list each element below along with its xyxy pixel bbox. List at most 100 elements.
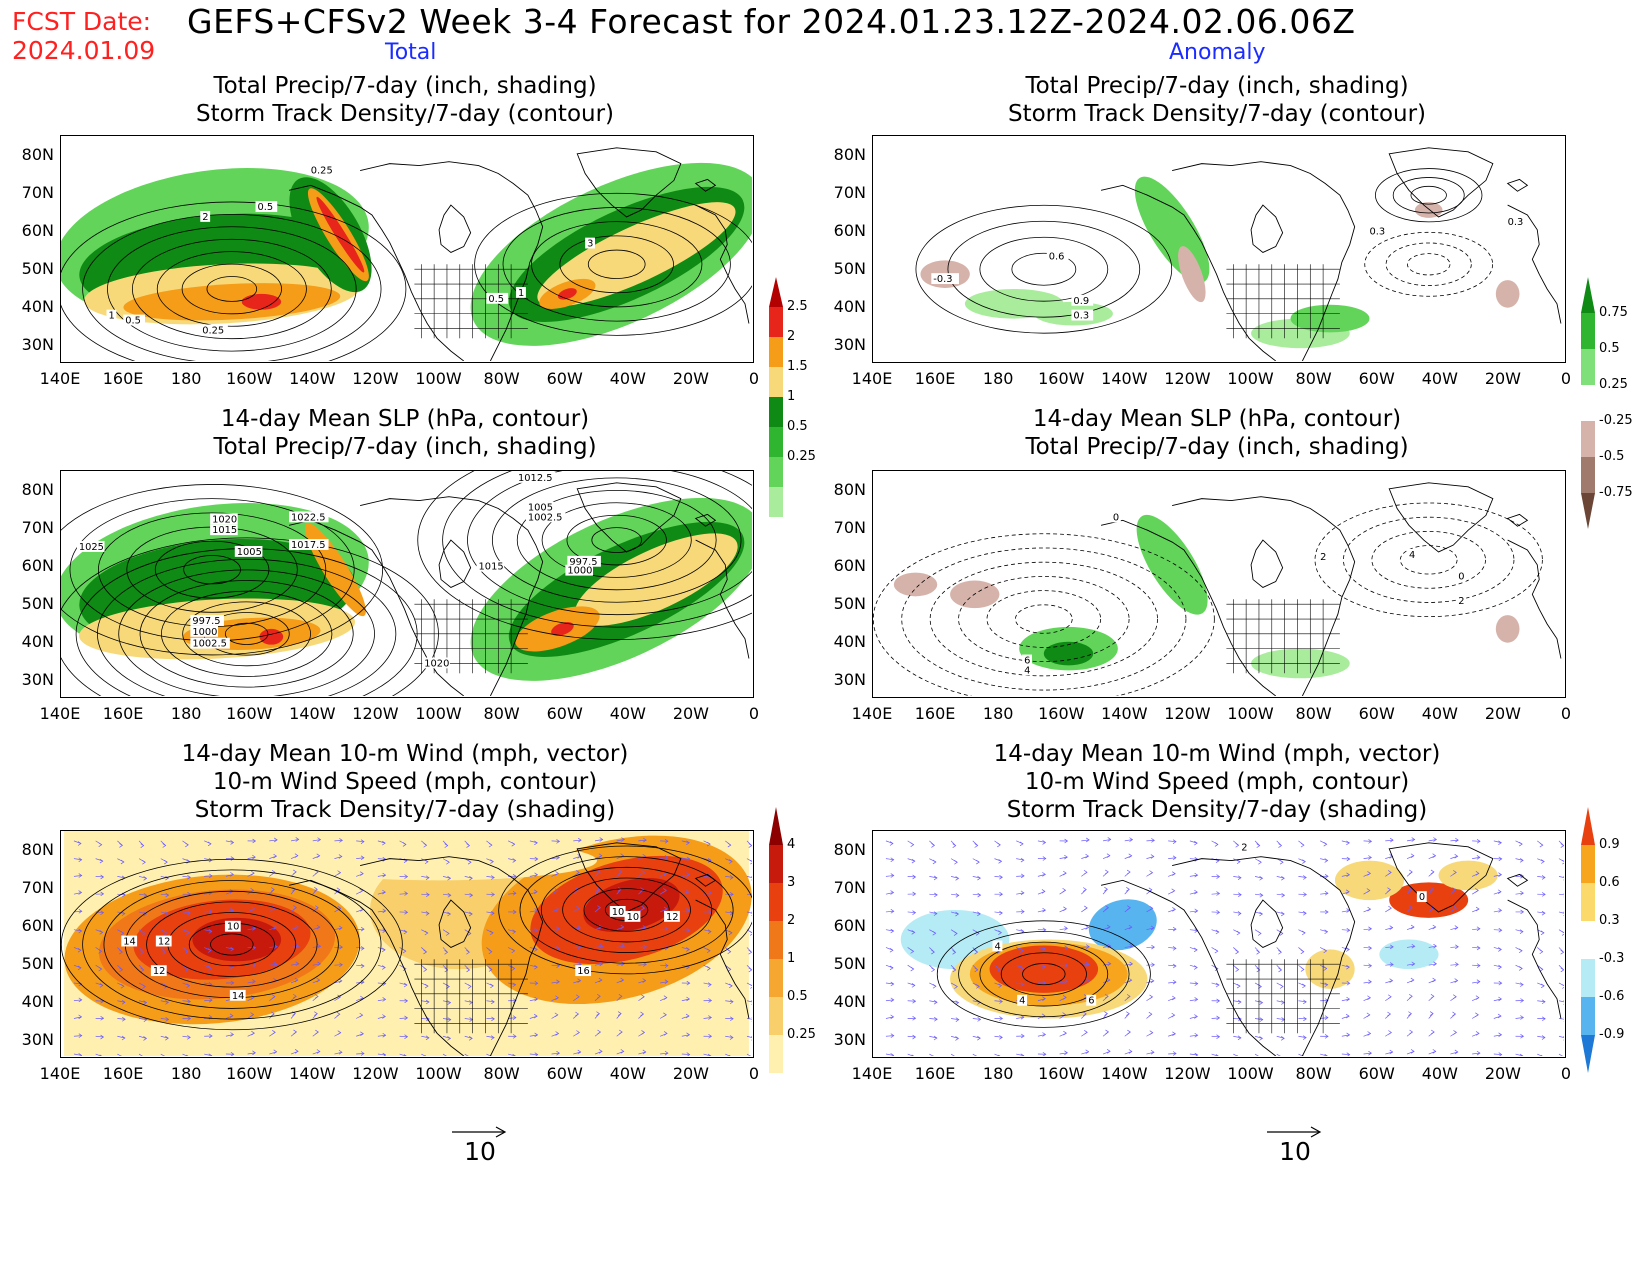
svg-text:1012.5: 1012.5 — [518, 473, 553, 484]
contour-label: 4 — [1017, 994, 1028, 1007]
colorbar-segment — [769, 1035, 783, 1073]
svg-text:10: 10 — [612, 907, 625, 918]
shading-region — [259, 628, 284, 645]
lon-label: 60W — [1358, 369, 1395, 388]
lon-label: 0 — [748, 369, 760, 388]
colorbar-tick-label: 0.9 — [1599, 837, 1620, 852]
lon-label: 180 — [982, 369, 1014, 388]
shading-region — [1088, 899, 1157, 951]
map-panel-wind-total: 14 12 12 10 14 10 10 12 16 — [60, 830, 754, 1058]
map-panel-wind-anomaly: 4 4 6 0 2 — [872, 830, 1566, 1058]
panel-4-title-line2: Total Precip/7-day (inch, shading) — [1025, 434, 1409, 460]
svg-text:0.5: 0.5 — [125, 316, 141, 327]
colorbar-segment — [769, 367, 783, 397]
colorbar-precip-total — [769, 277, 783, 535]
colorbar-segment — [769, 1073, 783, 1085]
colorbar-segment — [1581, 421, 1595, 457]
colorbar-segment — [1581, 959, 1595, 997]
svg-text:1015: 1015 — [212, 525, 237, 536]
coastline — [1100, 842, 1562, 1056]
contour-label: 2 — [200, 211, 211, 223]
lat-label: 60N — [833, 916, 866, 935]
shading-region — [316, 196, 365, 273]
contour-label: 0.3 — [1367, 225, 1390, 238]
lon-label: 160E — [102, 704, 144, 723]
contour-label: 1015 — [210, 524, 238, 536]
panel-4-title: 14-day Mean SLP (hPa, contour) Total Pre… — [872, 405, 1562, 461]
contour-lines — [474, 192, 752, 336]
contour-label: 1022.5 — [289, 511, 329, 523]
lon-label: 100W — [415, 704, 462, 723]
lon-label: 80W — [1295, 1064, 1332, 1083]
contour-label: 997.5 — [567, 555, 601, 568]
svg-text:14: 14 — [232, 991, 245, 1002]
contour-label: 4 — [1406, 548, 1417, 561]
panel-3-title: 14-day Mean SLP (hPa, contour) Total Pre… — [60, 405, 750, 461]
shading-region — [1414, 202, 1443, 218]
lon-label: 0 — [1560, 704, 1572, 723]
svg-text:1002.5: 1002.5 — [528, 512, 563, 523]
svg-text:0.3: 0.3 — [1508, 217, 1524, 228]
colorbar-segment — [769, 959, 783, 997]
vector-reference-value-left: 10 — [464, 1137, 496, 1166]
lon-label: 180 — [982, 1064, 1014, 1083]
lon-label: 40W — [1421, 369, 1458, 388]
colorbar-tick-label: 0.25 — [1599, 377, 1628, 392]
colorbar-segment — [769, 487, 783, 517]
colorbar-tick-label: 1 — [787, 951, 796, 966]
lat-label: 50N — [21, 594, 54, 613]
contour-label: 0 — [1110, 511, 1121, 523]
contour-label: 12 — [150, 965, 167, 977]
contour-label: 2 — [1456, 595, 1467, 607]
lon-label: 100W — [1227, 1064, 1274, 1083]
lat-label: 40N — [21, 297, 54, 316]
lon-label: 160W — [1038, 369, 1085, 388]
colorbar-tick-label: -0.25 — [1599, 413, 1633, 428]
svg-text:1005: 1005 — [528, 502, 553, 513]
lat-label: 40N — [21, 992, 54, 1011]
contour-label: 1000 — [190, 625, 219, 638]
contour-label: 10 — [609, 906, 626, 918]
lat-label: 80N — [833, 840, 866, 859]
colorbar-segment — [769, 337, 783, 367]
colorbar-segment — [1581, 845, 1595, 883]
lat-label: 40N — [833, 992, 866, 1011]
contour-label: 1000 — [565, 564, 594, 577]
lon-label: 80W — [1295, 369, 1332, 388]
lon-label: 60W — [1358, 1064, 1395, 1083]
lon-label: 160E — [914, 704, 956, 723]
lat-label: 80N — [833, 145, 866, 164]
contour-label: 0.5 — [486, 292, 509, 305]
svg-text:4: 4 — [994, 941, 1000, 952]
colorbar-tick-label: 2 — [787, 913, 796, 928]
colorbar-tick-label: 0.5 — [787, 989, 808, 1004]
lon-label: 180 — [982, 704, 1014, 723]
colorbar-segment — [769, 845, 783, 883]
lon-label: 0 — [1560, 369, 1572, 388]
panel-6-title-line2: 10-m Wind Speed (mph, contour) — [1024, 769, 1410, 795]
lon-label: 160E — [102, 369, 144, 388]
lon-label: 120W — [352, 1064, 399, 1083]
colorbar-segment — [769, 397, 783, 427]
svg-text:2: 2 — [1241, 843, 1247, 854]
lon-label: 160W — [226, 704, 273, 723]
contour-lines — [873, 533, 1215, 696]
svg-text:1022.5: 1022.5 — [291, 512, 326, 523]
lon-label: 140W — [289, 1064, 336, 1083]
colorbar-segment — [1581, 385, 1595, 421]
lat-label: 30N — [21, 335, 54, 354]
contour-label: 997.5 — [190, 615, 224, 627]
lon-label: 0 — [1560, 1064, 1572, 1083]
lat-label: 30N — [21, 1030, 54, 1049]
lon-label: 140W — [1101, 369, 1148, 388]
lon-label: 180 — [170, 1064, 202, 1083]
contour-lines — [1314, 502, 1543, 618]
wind-vectors — [73, 837, 752, 1056]
lon-label: 100W — [415, 369, 462, 388]
coastline — [288, 147, 750, 361]
panel-5-title: 14-day Mean 10-m Wind (mph, vector) 10-m… — [60, 740, 750, 824]
colorbar-tick-label: 0.5 — [1599, 341, 1620, 356]
colorbar-tick-label: 2 — [787, 329, 796, 344]
